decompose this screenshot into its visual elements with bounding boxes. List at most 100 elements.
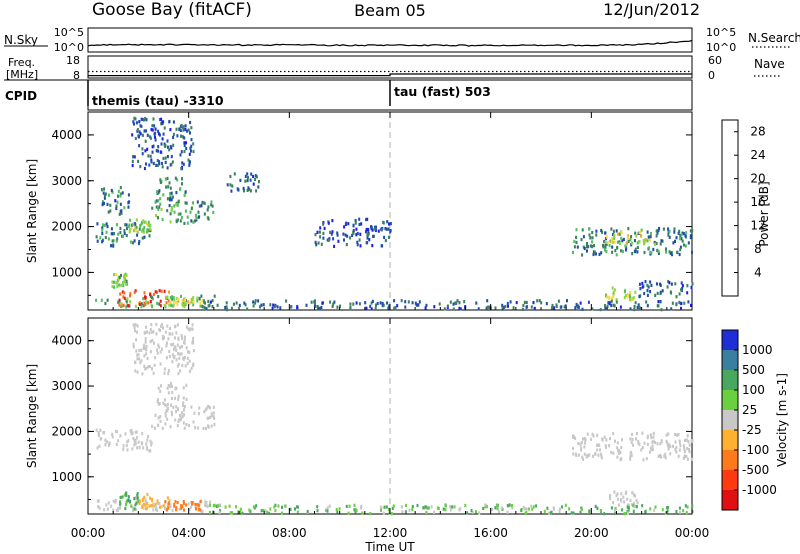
heatmap-cell xyxy=(140,302,143,306)
heatmap-cell xyxy=(613,490,616,494)
heatmap-cell xyxy=(170,343,173,347)
noise-series-line xyxy=(87,39,693,47)
heatmap-cell xyxy=(347,222,350,226)
heatmap-cell xyxy=(626,503,629,507)
heatmap-cell xyxy=(636,305,639,310)
heatmap-cell xyxy=(643,441,646,445)
velocity-colorbar-tick: -25 xyxy=(742,423,762,437)
heatmap-cell xyxy=(190,138,193,142)
heatmap-cell xyxy=(674,440,677,444)
heatmap-cell xyxy=(212,510,215,514)
heatmap-cell xyxy=(167,299,170,303)
heatmap-cell xyxy=(347,511,350,515)
heatmap-cell xyxy=(491,508,494,512)
heatmap-cell xyxy=(137,440,140,444)
heatmap-cell xyxy=(352,229,355,233)
heatmap-cell xyxy=(182,401,185,405)
heatmap-cell xyxy=(320,242,323,246)
heatmap-cell xyxy=(114,498,117,503)
heatmap-cell xyxy=(482,506,485,510)
heatmap-cell xyxy=(161,165,164,169)
heatmap-cell xyxy=(634,247,637,251)
heatmap-cell xyxy=(339,304,341,308)
heatmap-cell xyxy=(107,237,110,241)
heatmap-cell xyxy=(687,440,690,444)
x-tick-label: 00:00 xyxy=(675,526,710,540)
heatmap-cell xyxy=(666,506,669,510)
heatmap-cell xyxy=(630,453,633,457)
heatmap-cell xyxy=(636,241,639,245)
heatmap-cell xyxy=(589,236,592,240)
heatmap-cell xyxy=(184,503,187,507)
heatmap-cell xyxy=(137,159,140,163)
heatmap-cell xyxy=(125,305,128,309)
heatmap-cell xyxy=(131,431,134,435)
heatmap-cell xyxy=(142,297,145,301)
heatmap-cell xyxy=(580,507,583,511)
heatmap-cell xyxy=(132,436,135,440)
heatmap-cell xyxy=(116,508,119,512)
heatmap-cell xyxy=(170,162,173,166)
heatmap-cell xyxy=(322,222,325,226)
heatmap-cell xyxy=(174,336,176,340)
heatmap-cell xyxy=(198,406,201,410)
heatmap-cell xyxy=(181,336,183,340)
heatmap-cell xyxy=(182,125,185,129)
heatmap-cell xyxy=(190,219,193,223)
heatmap-cell xyxy=(189,146,192,150)
heatmap-cell xyxy=(203,201,205,205)
heatmap-cell xyxy=(614,506,617,511)
heatmap-cell xyxy=(656,304,659,308)
heatmap-cell xyxy=(229,174,232,179)
heatmap-cell xyxy=(181,505,184,509)
heatmap-cell xyxy=(649,433,652,437)
heatmap-cell xyxy=(207,205,210,209)
heatmap-cell xyxy=(417,303,420,307)
power-colorbar-tick: 16 xyxy=(750,195,765,209)
heatmap-cell xyxy=(180,294,182,298)
heatmap-cell xyxy=(164,144,167,148)
freq-left-tick-top: 18 xyxy=(66,54,80,67)
heatmap-cell xyxy=(121,191,124,195)
heatmap-cell xyxy=(169,384,172,389)
heatmap-cell xyxy=(119,209,122,214)
heatmap-cell xyxy=(147,224,150,228)
heatmap-cell xyxy=(210,412,213,416)
heatmap-cell xyxy=(155,506,158,510)
heatmap-cell xyxy=(646,230,649,234)
heatmap-cell xyxy=(125,299,128,303)
power-colorbar-label: Power [dB] xyxy=(757,181,771,246)
heatmap-cell xyxy=(595,252,597,256)
heatmap-cell xyxy=(177,419,180,424)
heatmap-cell xyxy=(177,336,180,340)
heatmap-cell xyxy=(236,187,239,191)
heatmap-cell xyxy=(388,304,391,308)
heatmap-cell xyxy=(121,290,124,294)
heatmap-cell xyxy=(202,299,205,303)
noise-left-tick-bottom: 10^0 xyxy=(54,41,84,54)
heatmap-cell xyxy=(546,506,549,510)
heatmap-cell xyxy=(675,445,678,450)
heatmap-cell xyxy=(144,295,147,300)
heatmap-cell xyxy=(141,147,144,151)
power-colorbar-tick: 8 xyxy=(754,242,762,256)
heatmap-cell xyxy=(520,508,523,513)
power-colorbar-tick: 20 xyxy=(750,172,765,186)
heatmap-cell xyxy=(140,229,143,233)
heatmap-cell xyxy=(601,438,604,442)
heatmap-cell xyxy=(422,506,425,510)
heatmap-cell xyxy=(508,503,511,507)
heatmap-cell xyxy=(553,306,556,310)
heatmap-cell xyxy=(95,235,98,239)
velocity-colorbar-tick: 100 xyxy=(742,383,765,397)
heatmap-cell xyxy=(137,242,140,246)
heatmap-cell xyxy=(657,251,660,255)
heatmap-cell xyxy=(241,511,244,515)
heatmap-cell xyxy=(166,155,169,159)
heatmap-cell xyxy=(131,506,134,510)
heatmap-cell xyxy=(233,172,236,176)
heatmap-cell xyxy=(127,193,130,197)
heatmap-cell xyxy=(175,348,178,352)
heatmap-cell xyxy=(183,356,186,360)
heatmap-cell xyxy=(691,457,694,461)
